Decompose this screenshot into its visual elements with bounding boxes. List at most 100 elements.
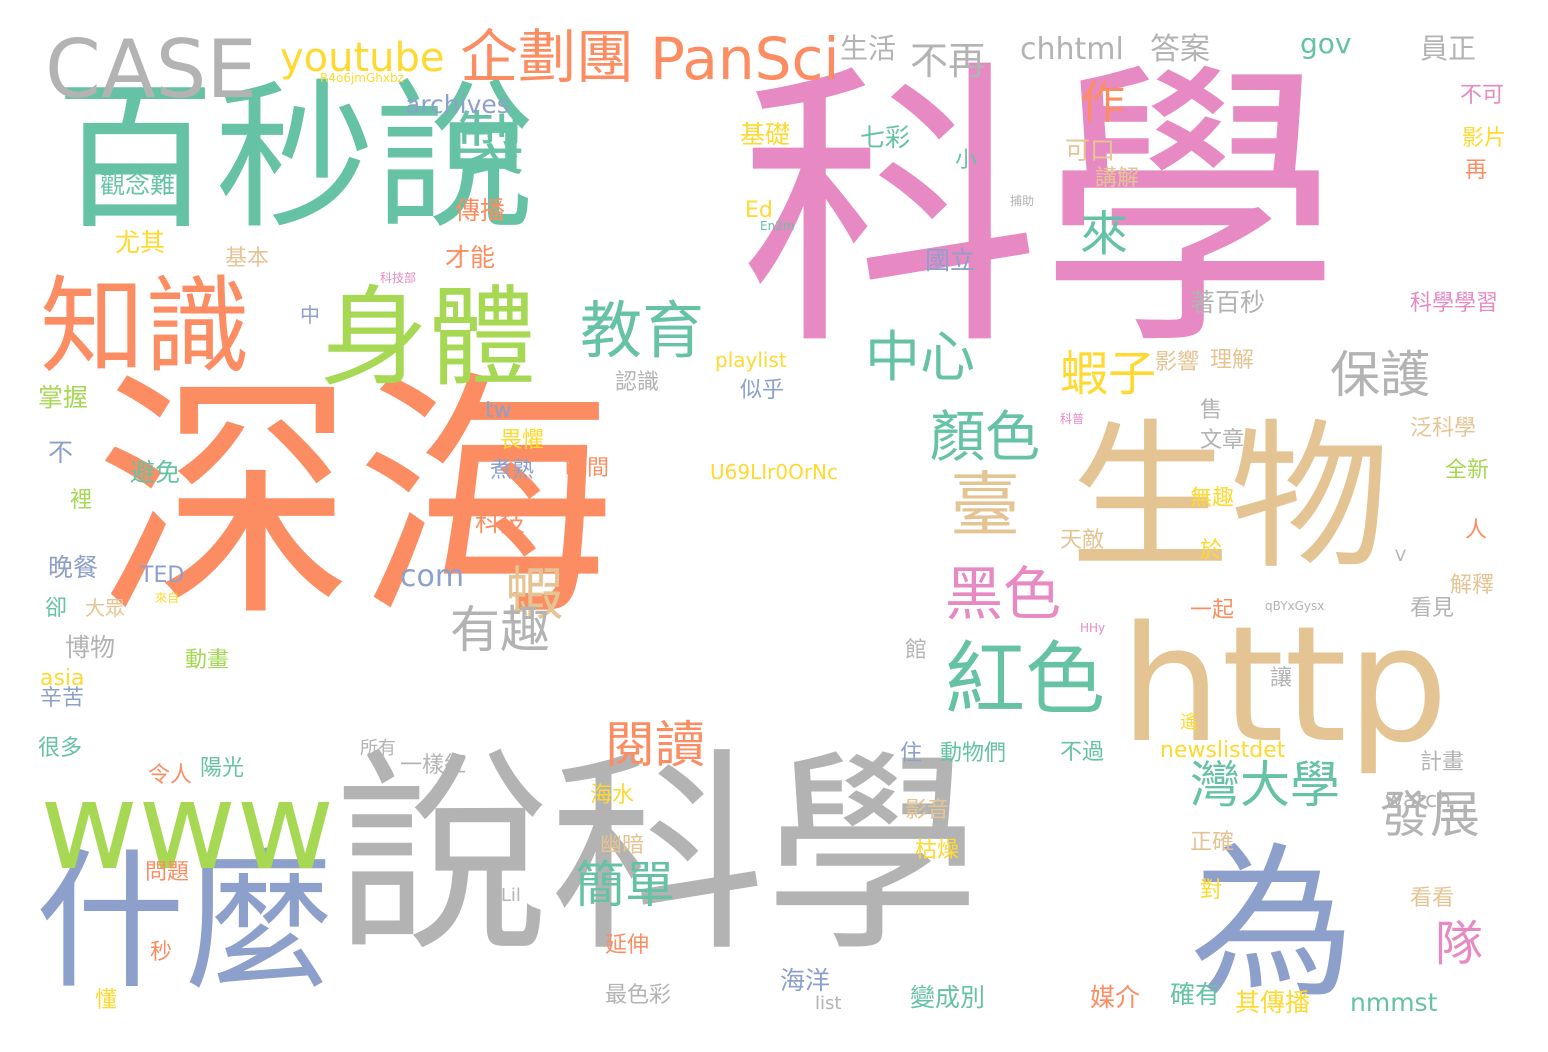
cloud-word: 傳播 <box>455 196 506 225</box>
cloud-word: 文章 <box>1200 428 1245 453</box>
cloud-word: 觀念難 <box>100 170 176 199</box>
cloud-word: 所有 <box>360 738 396 759</box>
cloud-word: 令人 <box>148 763 193 788</box>
cloud-word: 答案 <box>1150 32 1210 67</box>
cloud-word: 企劃團 <box>460 23 635 91</box>
cloud-word: 媒介 <box>1090 983 1141 1012</box>
cloud-word: 國立 <box>925 246 976 275</box>
cloud-word: 海洋 <box>780 966 831 995</box>
cloud-word: 解釋 <box>1450 573 1495 598</box>
cloud-word: youtube <box>280 35 445 81</box>
cloud-word: 住 <box>900 741 923 766</box>
cloud-word: 有趣 <box>450 601 550 659</box>
cloud-word: 辛苦 <box>40 686 85 711</box>
cloud-word: 煮熟 <box>490 458 535 483</box>
cloud-word: 來自 <box>155 591 180 605</box>
cloud-word: 灣大學 <box>1190 756 1340 814</box>
cloud-word: 裡 <box>70 488 93 513</box>
cloud-word: 不 <box>48 438 74 467</box>
cloud-word: 看見 <box>1410 596 1455 621</box>
cloud-word: 生活 <box>840 32 897 65</box>
cloud-word: 理解 <box>1210 348 1255 373</box>
cloud-word: 製 <box>455 104 525 186</box>
cloud-word: 影音 <box>905 798 950 823</box>
cloud-word: archives <box>405 90 510 119</box>
cloud-word: 不再 <box>910 39 987 83</box>
cloud-word: 館 <box>905 638 928 663</box>
cloud-word: 才能 <box>445 243 496 272</box>
cloud-word: 似乎 <box>740 378 785 403</box>
cloud-word: 枯燥 <box>915 838 960 863</box>
cloud-word: 影響 <box>1155 350 1200 375</box>
cloud-word: 基礎 <box>740 120 791 149</box>
cloud-word: 博物 <box>65 633 116 662</box>
cloud-word: 發展 <box>1380 786 1480 844</box>
cloud-word: 基本 <box>225 246 270 271</box>
cloud-word: 身體 <box>320 276 537 401</box>
cloud-word: 不過 <box>1060 740 1105 765</box>
cloud-word: watch <box>1385 788 1452 813</box>
cloud-word: 閱讀 <box>605 716 705 774</box>
cloud-word: 動畫 <box>185 648 230 673</box>
cloud-word: 遙 <box>1180 712 1198 733</box>
cloud-word: 卻 <box>45 596 68 621</box>
cloud-word: 一樣紅 <box>400 753 467 778</box>
cloud-word: 百秒說 <box>55 64 536 251</box>
cloud-word: 顏色 <box>930 405 1041 469</box>
cloud-word: En2m <box>760 219 795 233</box>
cloud-word: 其傳播 <box>1235 988 1311 1017</box>
cloud-word: 保護 <box>1330 346 1430 404</box>
cloud-word: 認識 <box>615 370 660 395</box>
cloud-word: 可口 <box>1065 136 1116 165</box>
cloud-word: 幽暗 <box>600 833 645 858</box>
cloud-word: 小 <box>955 148 978 173</box>
cloud-word: 避免 <box>130 458 181 487</box>
cloud-word: 掌握 <box>38 383 89 412</box>
cloud-word: Ed <box>745 198 773 223</box>
cloud-word: gov <box>1300 27 1352 60</box>
cloud-word: 深海 <box>95 351 615 653</box>
cloud-word: 知識 <box>40 266 251 388</box>
cloud-word: 售 <box>1200 398 1223 423</box>
cloud-word: TED <box>140 563 185 588</box>
cloud-word: 計畫 <box>1420 750 1465 775</box>
cloud-word: 延伸 <box>605 933 650 958</box>
cloud-word: 教育 <box>580 294 705 367</box>
cloud-word: newslistdet <box>1160 738 1286 763</box>
cloud-word: 最色彩 <box>605 983 672 1008</box>
cloud-word: 中 <box>300 303 320 327</box>
cloud-word: 時間 <box>565 456 610 481</box>
cloud-word: 不可 <box>1460 83 1505 108</box>
cloud-word: 變成別 <box>910 983 986 1012</box>
cloud-word: 尤其 <box>115 228 166 257</box>
cloud-word: 什麼 <box>35 836 336 1010</box>
cloud-word: 作 <box>1080 76 1126 129</box>
cloud-word: 紅色 <box>945 633 1105 726</box>
cloud-word: 簡單 <box>575 856 675 914</box>
cloud-word: 科技 <box>475 508 526 537</box>
cloud-word: 七彩 <box>860 123 911 152</box>
cloud-word: nmmst <box>1350 988 1438 1017</box>
cloud-word: 人 <box>1465 518 1488 543</box>
cloud-word: com <box>400 559 465 594</box>
cloud-word: 陽光 <box>200 756 245 781</box>
cloud-word: 員正 <box>1420 32 1477 65</box>
cloud-word: 隊 <box>1435 916 1484 972</box>
cloud-word: http <box>1120 591 1449 778</box>
cloud-word: V <box>1395 546 1406 565</box>
cloud-word: 捕助 <box>1010 194 1035 208</box>
cloud-word: 黑色 <box>945 560 1062 628</box>
cloud-word: 科學 <box>740 37 1340 386</box>
cloud-word: 科技部 <box>380 271 417 285</box>
cloud-word: 著百秒 <box>1190 288 1266 317</box>
cloud-word: 懂 <box>95 988 118 1013</box>
cloud-word: 問題 <box>145 860 190 885</box>
cloud-word: tw <box>485 398 512 423</box>
cloud-word: 正確 <box>1190 830 1235 855</box>
cloud-word: CASE <box>45 23 257 116</box>
cloud-word: PLil <box>490 885 521 906</box>
cloud-word: chhtml <box>1020 32 1124 67</box>
cloud-word: 晚餐 <box>48 553 99 582</box>
cloud-word: 說科學 <box>335 730 980 981</box>
